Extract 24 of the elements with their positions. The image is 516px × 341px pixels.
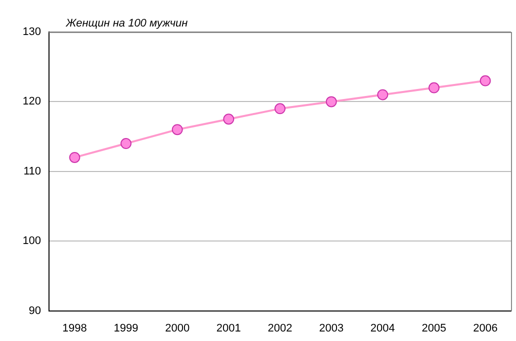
y-tick-label: 120 [22, 96, 41, 108]
point [326, 96, 337, 108]
y-axis-title: Женщин на 100 мужчин [65, 18, 188, 30]
x-tick-label: 2005 [422, 322, 446, 334]
x-tick-label: 2006 [473, 322, 498, 334]
point [223, 114, 234, 125]
point [428, 82, 440, 94]
point [274, 103, 286, 114]
point [120, 138, 132, 150]
x-tick-label: 2004 [370, 322, 395, 334]
point [69, 152, 80, 163]
y-tick-label: 90 [28, 304, 41, 317]
x-tick-label: 2002 [268, 322, 292, 334]
x-tick-label: 1998 [62, 322, 87, 334]
y-tick-label: 100 [22, 235, 41, 248]
x-tick-label: 2003 [319, 322, 344, 334]
x-tick-label: 2000 [165, 322, 190, 334]
x-tick-label: 1999 [114, 322, 138, 334]
point [172, 124, 183, 136]
point [377, 89, 388, 100]
y-tick-label: 130 [22, 26, 41, 38]
x-tick-label: 2001 [216, 322, 241, 334]
y-tick-label: 110 [23, 165, 41, 178]
point [480, 75, 491, 86]
